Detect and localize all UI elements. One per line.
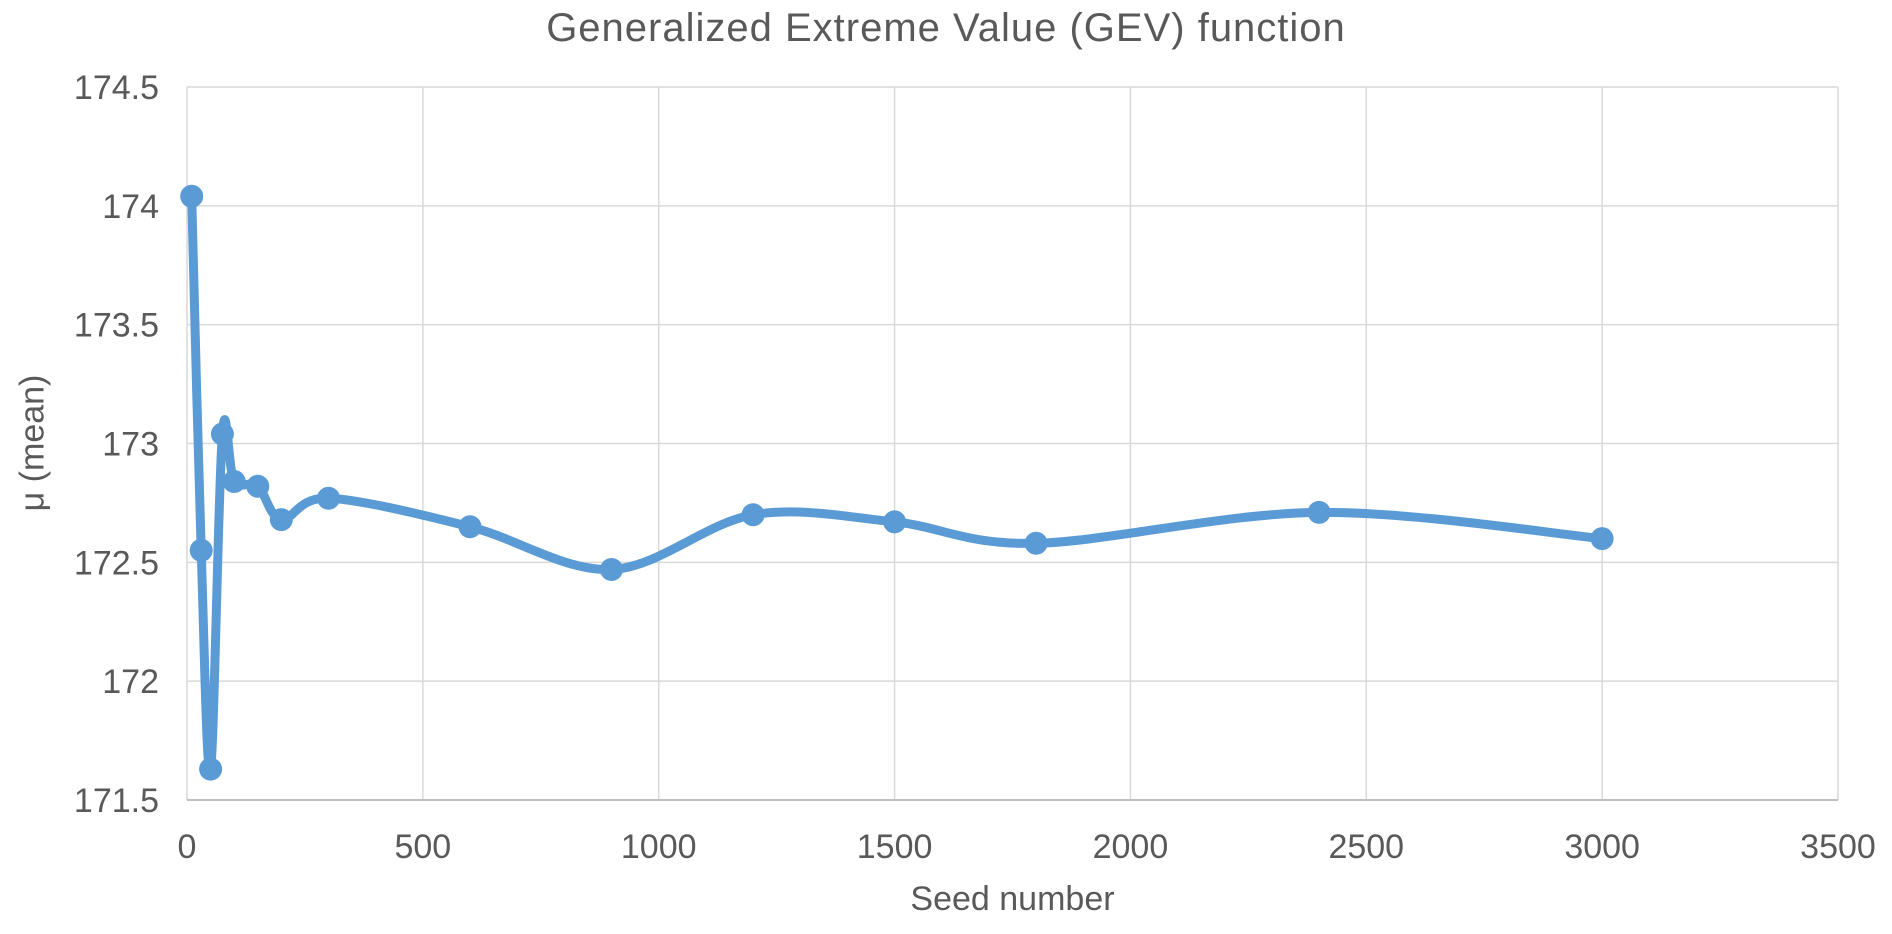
y-axis-title: μ (mean) xyxy=(13,374,52,512)
y-tick-label: 172 xyxy=(102,663,159,701)
data-point-marker xyxy=(269,508,293,532)
data-point-marker xyxy=(180,184,204,208)
series-line xyxy=(187,191,1607,776)
data-point-marker xyxy=(1024,531,1048,555)
data-point-marker xyxy=(1590,527,1614,551)
data-point-marker xyxy=(317,486,340,510)
data-point-marker xyxy=(210,422,234,446)
data-point-marker xyxy=(246,474,270,498)
x-tick-label: 1000 xyxy=(621,828,697,866)
data-point-marker xyxy=(458,515,482,539)
chart-title: Generalized Extreme Value (GEV) function xyxy=(546,6,1346,50)
x-tick-label: 2000 xyxy=(1093,828,1169,866)
y-tick-label: 173.5 xyxy=(74,307,159,345)
data-point-marker xyxy=(600,558,623,581)
data-point-marker xyxy=(741,503,765,527)
y-tick-label: 173 xyxy=(102,426,159,464)
x-axis-title: Seed number xyxy=(910,880,1115,918)
data-point-marker xyxy=(199,757,223,781)
x-tick-label: 0 xyxy=(178,828,197,866)
y-tick-label: 174 xyxy=(102,188,159,226)
x-tick-label: 3000 xyxy=(1564,828,1640,866)
x-tick-label: 2500 xyxy=(1328,828,1404,866)
x-tick-label: 500 xyxy=(394,828,451,866)
data-point-marker xyxy=(222,470,246,493)
y-tick-label: 171.5 xyxy=(74,782,159,820)
x-tick-label: 3500 xyxy=(1800,828,1876,866)
x-tick-label: 1500 xyxy=(857,828,933,866)
data-point-marker xyxy=(883,510,907,534)
data-point-marker xyxy=(189,538,213,562)
y-tick-label: 174.5 xyxy=(74,69,159,107)
y-tick-label: 172.5 xyxy=(74,544,159,582)
data-point-marker xyxy=(1307,500,1331,524)
